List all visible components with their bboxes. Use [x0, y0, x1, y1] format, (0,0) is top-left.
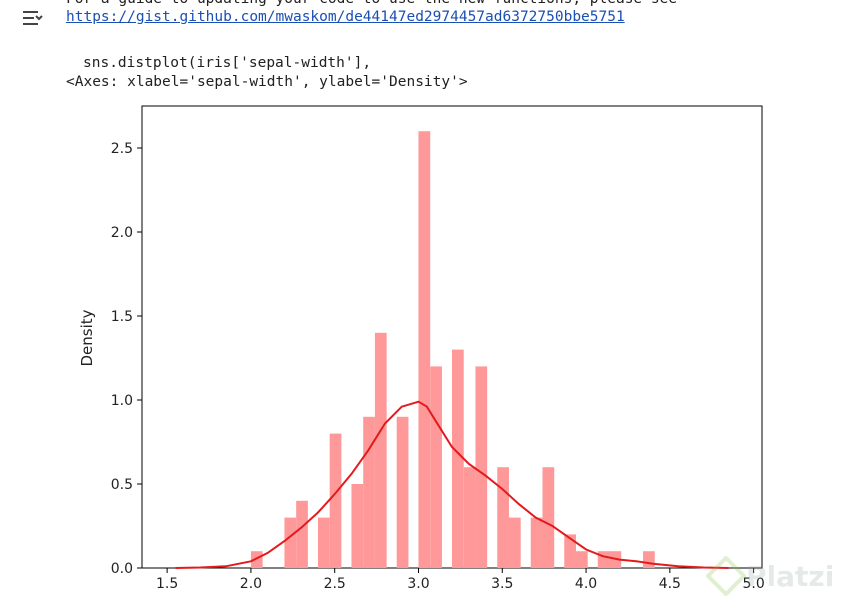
distplot-chart: 1.5 2.0 2.5 3.0 3.5 4.0 4.5 5.0 0.0 0.5 1.0 1.5 2.0… — [78, 105, 765, 592]
histogram-bar — [475, 366, 488, 568]
histogram-bar — [564, 534, 576, 568]
platzi-watermark: Platzi — [706, 552, 855, 602]
y-tick-label: 1.0 — [111, 393, 133, 409]
histogram-bar — [418, 131, 431, 568]
output-link-row: https://gist.github.com/mwaskom/de44147e… — [66, 8, 625, 26]
histogram-bar — [296, 500, 308, 568]
gist-link[interactable]: https://gist.github.com/mwaskom/de44147e… — [66, 9, 625, 25]
y-axis-label: Density — [78, 309, 96, 366]
y-tick-label: 0.0 — [111, 561, 133, 577]
histogram-bar — [374, 332, 387, 568]
y-tick-label: 0.5 — [111, 477, 133, 493]
x-tick-label: 3.5 — [491, 576, 513, 592]
histogram-bar — [329, 433, 342, 568]
histogram-bar — [542, 467, 555, 568]
kde-line — [175, 400, 729, 569]
histogram-bar — [250, 551, 263, 568]
platzi-logo-icon — [706, 556, 746, 596]
warning-text: For a guide to updating your code to use… — [66, 0, 677, 8]
histogram-bar — [452, 349, 464, 568]
x-tick-label: 4.5 — [659, 576, 681, 592]
x-tick-label: 5.0 — [742, 576, 764, 592]
x-tick-label: 4.0 — [575, 576, 597, 592]
histogram-bar — [576, 551, 588, 568]
histogram-bar — [351, 484, 364, 568]
axes-repr: <Axes: xlabel='sepal-width', ylabel='Den… — [66, 74, 468, 90]
histogram-bar — [396, 416, 409, 568]
y-tick-label: 2.0 — [111, 225, 133, 241]
x-tick-label: 2.0 — [240, 576, 262, 592]
x-tick-label: 2.5 — [324, 576, 346, 592]
x-tick-label: 1.5 — [156, 576, 178, 592]
histogram-bars — [250, 131, 655, 568]
output-gutter — [0, 0, 58, 605]
watermark-text: Platzi — [746, 560, 835, 593]
y-axis-ticks: 0.0 0.5 1.0 1.5 2.0 2.5 — [111, 141, 142, 577]
histogram-bar — [430, 366, 442, 568]
histogram-bar — [508, 517, 521, 568]
output-collapse-icon[interactable] — [20, 6, 48, 32]
histogram-bar — [317, 517, 330, 568]
y-tick-label: 1.5 — [111, 309, 133, 325]
code-echo: sns.distplot(iris['sepal-width'], — [83, 55, 372, 71]
histogram-bar — [497, 467, 509, 568]
histogram-bar — [284, 517, 297, 568]
histogram-bar — [597, 551, 610, 568]
x-tick-label: 3.0 — [407, 576, 429, 592]
x-axis-ticks: 1.5 2.0 2.5 3.0 3.5 4.0 4.5 5.0 — [156, 568, 765, 592]
histogram-bar — [643, 551, 655, 568]
y-tick-label: 2.5 — [111, 141, 133, 157]
histogram-bar — [530, 517, 543, 568]
histogram-bar — [463, 467, 476, 568]
histogram-bar — [363, 416, 375, 568]
